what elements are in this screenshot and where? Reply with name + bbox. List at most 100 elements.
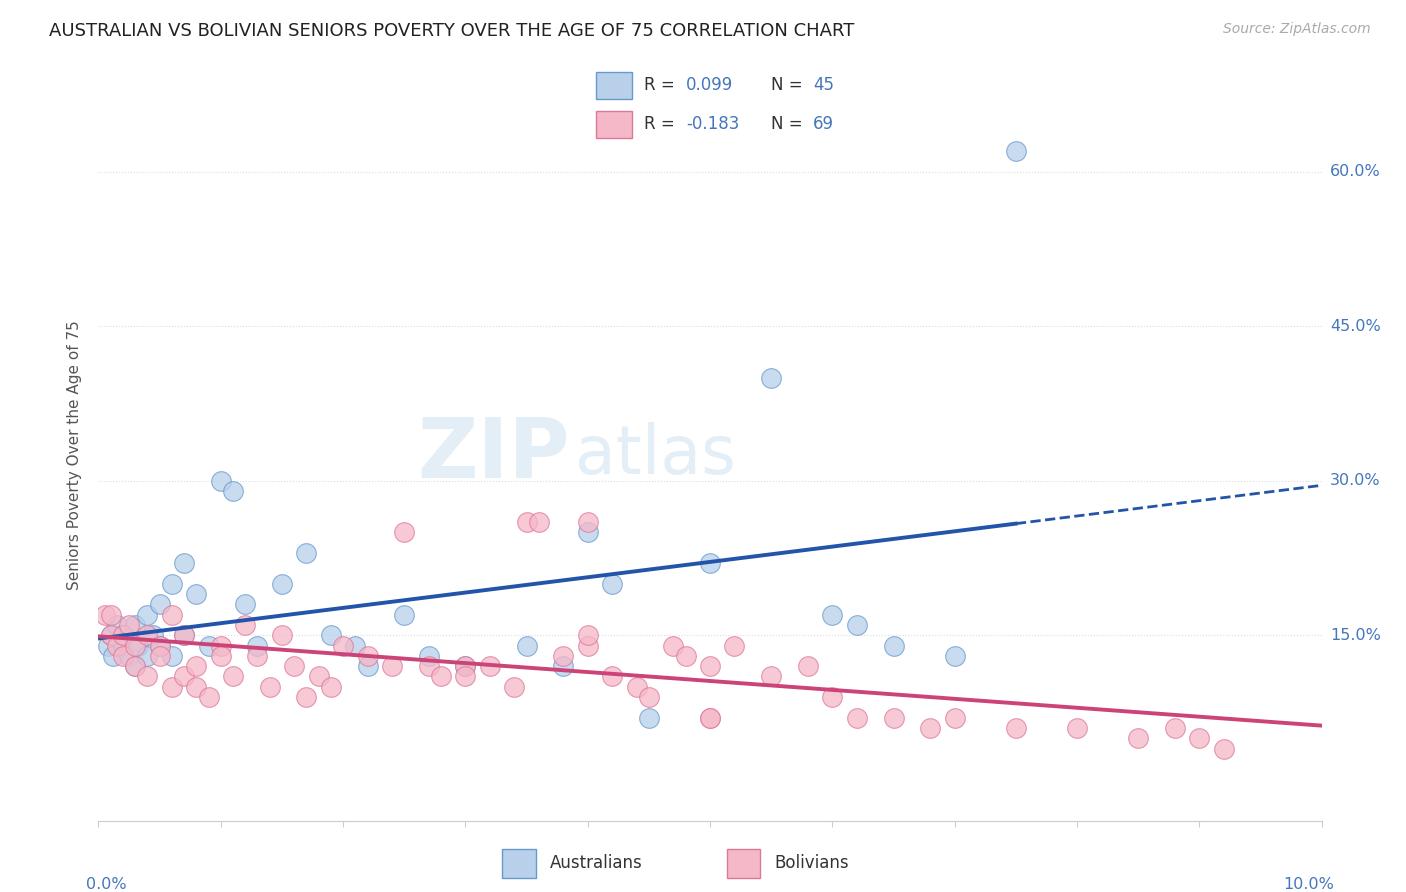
Point <box>209 474 232 488</box>
Point <box>222 669 245 683</box>
Point <box>173 669 195 683</box>
Point <box>160 648 183 663</box>
Point <box>111 639 134 653</box>
Point <box>136 669 159 683</box>
Point <box>1128 731 1150 746</box>
Point <box>136 628 159 642</box>
Point <box>209 639 232 653</box>
Point <box>576 639 599 653</box>
FancyBboxPatch shape <box>596 71 631 99</box>
Point <box>149 597 172 611</box>
Point <box>142 628 165 642</box>
Text: 10.0%: 10.0% <box>1284 878 1334 892</box>
Point <box>332 639 354 653</box>
Point <box>111 628 134 642</box>
Point <box>118 648 141 663</box>
Text: 15.0%: 15.0% <box>1330 628 1381 643</box>
Text: atlas: atlas <box>575 422 737 488</box>
Text: -0.183: -0.183 <box>686 115 740 133</box>
Point <box>759 669 782 683</box>
Point <box>845 618 868 632</box>
Point <box>344 639 367 653</box>
Point <box>101 648 124 663</box>
Point <box>699 711 721 725</box>
Point <box>943 648 966 663</box>
Point <box>259 680 281 694</box>
Point <box>186 680 208 694</box>
Point <box>920 721 942 735</box>
Point <box>173 628 195 642</box>
Point <box>186 587 208 601</box>
Point <box>600 669 623 683</box>
Point <box>308 669 330 683</box>
Text: Australians: Australians <box>550 855 643 872</box>
Point <box>699 556 721 570</box>
Point <box>319 680 342 694</box>
Point <box>699 711 721 725</box>
Point <box>454 669 477 683</box>
Point <box>478 659 501 673</box>
Point <box>821 690 844 704</box>
Text: 60.0%: 60.0% <box>1330 164 1381 179</box>
Text: R =: R = <box>644 115 681 133</box>
Point <box>283 659 305 673</box>
Point <box>319 628 342 642</box>
Point <box>1004 721 1026 735</box>
Point <box>356 659 378 673</box>
Point <box>356 648 378 663</box>
Point <box>723 639 745 653</box>
Point <box>160 680 183 694</box>
Text: N =: N = <box>770 115 808 133</box>
Point <box>516 515 538 529</box>
Point <box>160 607 183 622</box>
Point <box>553 648 575 663</box>
Point <box>576 515 599 529</box>
Point <box>97 639 120 653</box>
Point <box>381 659 404 673</box>
Point <box>600 576 623 591</box>
Point <box>127 639 149 653</box>
Text: AUSTRALIAN VS BOLIVIAN SENIORS POVERTY OVER THE AGE OF 75 CORRELATION CHART: AUSTRALIAN VS BOLIVIAN SENIORS POVERTY O… <box>49 22 855 40</box>
Point <box>136 607 159 622</box>
Point <box>246 648 269 663</box>
Point <box>1164 721 1187 735</box>
Point <box>149 639 172 653</box>
Text: 45.0%: 45.0% <box>1330 318 1381 334</box>
Point <box>1004 144 1026 158</box>
Point <box>111 628 134 642</box>
Text: Source: ZipAtlas.com: Source: ZipAtlas.com <box>1223 22 1371 37</box>
Point <box>173 556 195 570</box>
Point <box>124 639 146 653</box>
Point <box>845 711 868 725</box>
Point <box>186 659 208 673</box>
Point <box>100 607 122 622</box>
Point <box>576 628 599 642</box>
Point <box>797 659 820 673</box>
Point <box>160 576 183 591</box>
Text: 0.099: 0.099 <box>686 77 734 95</box>
Point <box>662 639 685 653</box>
Point <box>430 669 453 683</box>
Point <box>136 648 159 663</box>
Text: 0.0%: 0.0% <box>86 878 127 892</box>
Point <box>197 690 219 704</box>
Point <box>821 607 844 622</box>
Point <box>576 525 599 540</box>
Text: ZIP: ZIP <box>416 415 569 495</box>
Point <box>209 648 232 663</box>
Point <box>1188 731 1211 746</box>
Point <box>454 659 477 673</box>
Point <box>418 648 440 663</box>
Point <box>149 639 172 653</box>
Point <box>759 370 782 384</box>
FancyBboxPatch shape <box>727 849 761 878</box>
Point <box>105 639 128 653</box>
Point <box>392 607 416 622</box>
Point <box>118 618 141 632</box>
Point <box>270 576 292 591</box>
Point <box>503 680 526 694</box>
Text: N =: N = <box>770 77 808 95</box>
Point <box>124 659 146 673</box>
Point <box>233 618 256 632</box>
Point <box>883 711 905 725</box>
